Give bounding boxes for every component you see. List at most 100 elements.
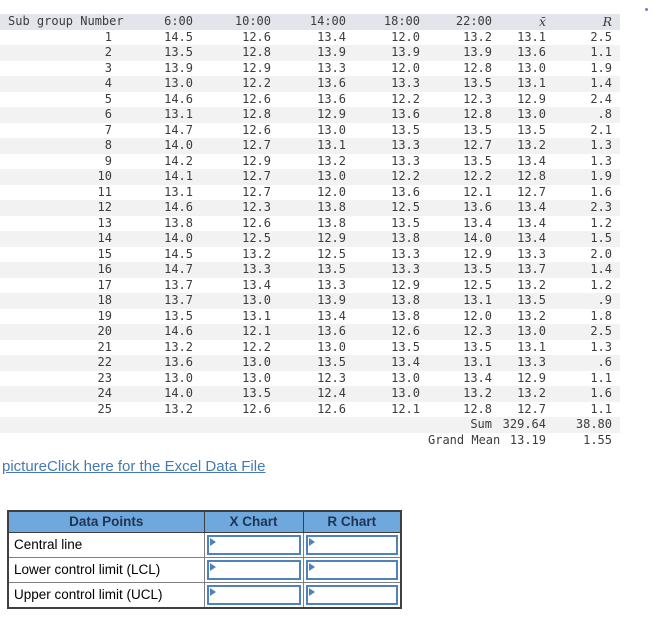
cell: 13.3: [391, 262, 420, 276]
cell: [0, 417, 124, 433]
cell: 13.5: [391, 215, 420, 230]
cell: 14.6: [164, 200, 193, 214]
cell: 13.0: [517, 107, 546, 121]
cell: 13.4: [391, 355, 420, 369]
col-header-14-00: 14:00: [309, 14, 346, 28]
cell: 4: [104, 76, 112, 90]
cell: 12.2: [391, 91, 420, 106]
cell: 1.3: [590, 339, 612, 354]
cell: 13.5: [391, 339, 420, 354]
cell: [279, 433, 354, 449]
cell: 13.1: [242, 308, 271, 323]
cell: 14.6: [164, 91, 193, 106]
cell: 12.9: [242, 153, 271, 168]
cell: 13.0: [317, 169, 346, 183]
cell: 13.3: [317, 60, 346, 75]
data-row: 13 13.8 12.6 13.8 13.5 13.4 13.4 1.2: [0, 216, 620, 232]
cell: 12.9: [463, 246, 492, 261]
ucl-x-chart-input[interactable]: [208, 586, 299, 603]
cell: 13.3: [391, 76, 420, 90]
data-row: 11 13.1 12.7 12.0 13.6 12.1 12.7 1.6: [0, 185, 620, 201]
answer-table-header-row: Data Points X Chart R Chart: [7, 510, 402, 533]
cell: 12.9: [517, 91, 546, 106]
cell: 13.6: [317, 324, 346, 338]
cell: 7: [104, 122, 112, 137]
answer-row-central-line: Central line: [7, 531, 402, 558]
cell: 13.5: [517, 293, 546, 307]
cell: 13.5: [463, 153, 492, 168]
cell: 13.0: [391, 386, 420, 400]
lcl-x-chart-input[interactable]: [208, 561, 299, 578]
data-row: 21 13.2 12.2 13.0 13.5 13.5 13.1 1.3: [0, 340, 620, 356]
cell: 14.0: [164, 386, 193, 400]
cell: 14.0: [463, 231, 492, 245]
central-line-x-chart-input[interactable]: [208, 536, 299, 553]
cell: 23: [97, 370, 112, 385]
cell: 13.2: [517, 308, 546, 323]
ucl-r-chart-box: [305, 584, 398, 605]
data-row: Sum 329.64 38.80: [0, 417, 620, 433]
cell: 6: [104, 107, 112, 121]
cell: 1.9: [590, 169, 612, 183]
cell: 1.4: [590, 76, 612, 90]
cell: 12.6: [242, 215, 271, 230]
cell: 25: [97, 401, 112, 416]
cell: 12.8: [463, 60, 492, 75]
excel-data-file-link[interactable]: pictureClick here for the Excel Data Fil…: [2, 458, 266, 475]
cell: 329.64: [502, 417, 546, 431]
subgroup-data-table: Sub group Number 6:00 10:00 14:00 18:00 …: [0, 14, 620, 448]
cell: 12.3: [463, 324, 492, 338]
col-header-range: R: [602, 14, 612, 29]
data-row: 4 13.0 12.2 13.6 13.3 13.5 13.1 1.4: [0, 76, 620, 92]
cell: 1.6: [590, 184, 612, 199]
data-row: 24 14.0 13.5 12.4 13.0 13.2 13.2 1.6: [0, 386, 620, 402]
data-row: 25 13.2 12.6 12.6 12.1 12.8 12.7 1.1: [0, 402, 620, 418]
cell: 1.9: [590, 60, 612, 75]
cell: 12.3: [317, 370, 346, 385]
ucl-r-chart-input[interactable]: [307, 586, 396, 603]
cell: [0, 433, 124, 449]
cell: 13.0: [517, 60, 546, 75]
cell: 12.1: [242, 324, 271, 338]
cell: 13.19: [509, 432, 546, 447]
central-line-r-chart-input[interactable]: [307, 536, 396, 553]
cell: 13.8: [317, 200, 346, 214]
cell: 13.0: [242, 355, 271, 369]
cell: 12.0: [391, 29, 420, 44]
cell: 13.1: [463, 293, 492, 307]
corner-dot: [645, 8, 648, 11]
lcl-r-chart-input[interactable]: [307, 561, 396, 578]
cell: 13.3: [391, 153, 420, 168]
cell: 13.5: [317, 355, 346, 369]
lcl-x-chart-box: [206, 559, 301, 580]
cell: 14.7: [164, 262, 193, 276]
cell: 2.0: [590, 246, 612, 261]
data-row: 23 13.0 13.0 12.3 13.0 13.4 12.9 1.1: [0, 371, 620, 387]
cell: 13.6: [517, 45, 546, 59]
cell: 13.1: [317, 138, 346, 152]
ucl-label: Upper control limit (UCL): [7, 581, 205, 608]
cell: [201, 433, 279, 449]
cell: .9: [597, 293, 612, 307]
central-line-label: Central line: [7, 531, 205, 558]
cell: 38.80: [575, 417, 612, 431]
cell: 13.5: [463, 339, 492, 354]
lcl-label: Lower control limit (LCL): [7, 556, 205, 583]
cell: 12.7: [242, 184, 271, 199]
cell: 12.9: [317, 107, 346, 121]
cell: 13.3: [517, 355, 546, 369]
cell: 12.4: [317, 386, 346, 400]
cell: 20: [97, 324, 112, 338]
cell: 12.6: [242, 91, 271, 106]
cell: 13.1: [164, 184, 193, 199]
cell: 13.4: [317, 308, 346, 323]
answer-header-data-points: Data Points: [7, 510, 205, 533]
cell: 1.2: [590, 277, 612, 292]
cell: 13.6: [391, 107, 420, 121]
col-header-10-00: 10:00: [234, 14, 271, 28]
cell: 13.0: [317, 339, 346, 354]
ucl-x-chart-box: [206, 584, 301, 605]
cell: 13.5: [317, 262, 346, 276]
cell: 1.55: [583, 432, 612, 447]
central-line-x-chart-box: [206, 534, 301, 555]
